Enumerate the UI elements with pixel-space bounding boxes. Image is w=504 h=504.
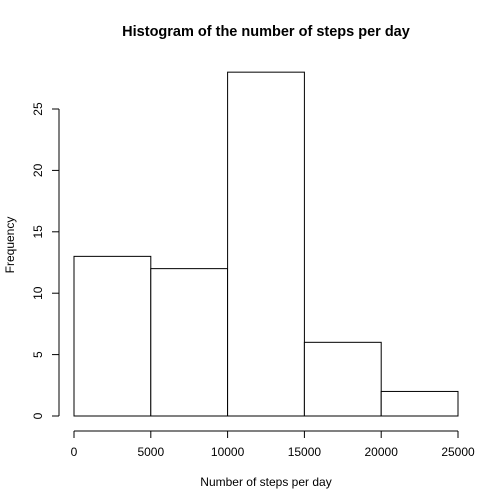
- histogram-bar-1: [73, 255, 152, 417]
- y-tick-label: 5: [31, 351, 45, 358]
- histogram-bar-5: [380, 390, 459, 417]
- y-axis: 0 5 10 15 20 25: [31, 102, 60, 419]
- y-tick-label: 10: [31, 286, 45, 300]
- chart-title: Histogram of the number of steps per day: [122, 24, 410, 40]
- x-tick-label: 15000: [288, 445, 322, 459]
- y-tick-label: 25: [31, 102, 45, 116]
- histogram-bar-3: [227, 71, 305, 417]
- x-tick-label: 0: [71, 445, 78, 459]
- x-tick-label: 5000: [137, 445, 164, 459]
- x-tick-label: 10000: [211, 445, 245, 459]
- y-tick-label: 0: [31, 412, 45, 419]
- x-axis: 0 5000 10000 15000 20000 25000: [71, 430, 475, 459]
- x-tick-label: 20000: [365, 445, 399, 459]
- y-axis-label: Frequency: [3, 217, 17, 274]
- x-axis-label: Number of steps per day: [200, 475, 331, 489]
- y-tick-label: 20: [31, 163, 45, 177]
- bars-group: [73, 71, 459, 417]
- histogram-bar-4: [303, 341, 382, 417]
- histogram-bar-2: [150, 268, 229, 417]
- x-tick-label: 25000: [441, 445, 475, 459]
- y-tick-label: 15: [31, 225, 45, 239]
